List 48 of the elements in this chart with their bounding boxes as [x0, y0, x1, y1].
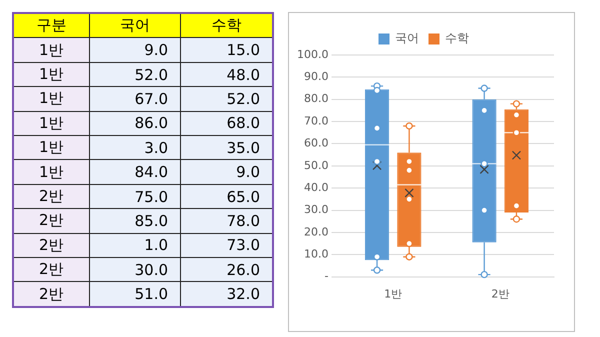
y-tick-label: 50.0 — [304, 158, 328, 172]
text: 75.0 — [89, 184, 181, 209]
text: 85.0 — [89, 208, 181, 234]
text: 32.0 — [180, 282, 273, 307]
text: 구분 — [13, 13, 89, 38]
text: 52.0 — [180, 86, 273, 112]
y-tick-label: 20.0 — [304, 225, 328, 238]
text: 1반 — [13, 111, 89, 136]
y-tick-label: 80.0 — [304, 92, 328, 106]
text: 수학 — [180, 13, 273, 38]
text: 3.0 — [89, 136, 181, 160]
legend-label: 국어 — [395, 31, 419, 46]
text: 2반 — [13, 184, 89, 209]
y-tick-label: 70.0 — [304, 114, 328, 128]
text: 2반 — [13, 233, 89, 258]
y-tick-label: - — [324, 270, 329, 283]
text: 2반 — [13, 258, 89, 282]
text: 51.0 — [89, 282, 181, 307]
y-tick-label: 30.0 — [304, 203, 328, 216]
text: 67.0 — [89, 86, 181, 112]
text: 84.0 — [89, 160, 181, 184]
text: 1.0 — [89, 233, 181, 258]
text: 2반 — [13, 208, 89, 234]
text: 국어 — [89, 13, 181, 38]
text: 86.0 — [89, 111, 181, 136]
text: 9.0 — [180, 160, 273, 184]
text: 48.0 — [180, 62, 273, 87]
text: 26.0 — [180, 258, 273, 282]
text: 1반 — [13, 86, 89, 112]
y-tick-label: 90.0 — [304, 70, 328, 84]
y-tick-label: 10.0 — [304, 247, 328, 260]
text: 30.0 — [89, 258, 181, 282]
text: 1반 — [13, 136, 89, 160]
y-tick-label: 60.0 — [304, 136, 328, 150]
text: 1반 — [13, 160, 89, 184]
text: 78.0 — [180, 208, 273, 234]
text: 35.0 — [180, 136, 273, 160]
text: 1반 — [13, 62, 89, 87]
text: 65.0 — [180, 184, 273, 209]
text: 52.0 — [89, 62, 181, 87]
text: 15.0 — [180, 38, 273, 62]
text: 1반 — [13, 38, 89, 62]
y-tick-label: 40.0 — [304, 180, 328, 194]
text: 9.0 — [89, 38, 181, 62]
text: 68.0 — [180, 111, 273, 136]
text: 73.0 — [180, 233, 273, 258]
y-tick-label: 100.0 — [296, 48, 328, 61]
legend-label: 수학 — [445, 31, 469, 46]
